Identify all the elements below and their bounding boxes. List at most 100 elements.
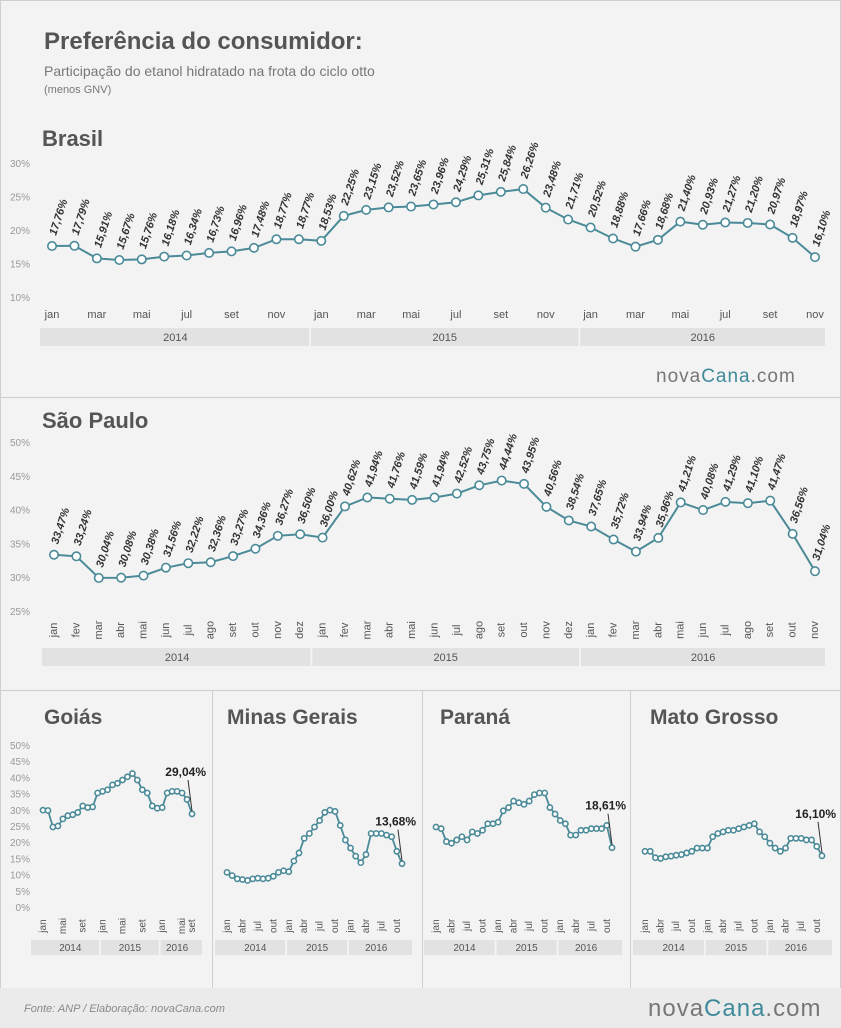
goias-ytick: 45% [10, 757, 30, 768]
brasil-xtick: nov [806, 309, 824, 321]
sao_paulo-point [250, 543, 261, 554]
brasil-data-label: 17,76% [47, 198, 70, 237]
parana-xtick: jan [493, 919, 504, 933]
parana-point [551, 810, 559, 818]
divider-sp-states [0, 690, 841, 691]
brasil-data-label: 24,29% [451, 154, 474, 194]
brasil-xtick: jan [313, 309, 329, 321]
sao_paulo-point [384, 493, 395, 504]
goias-point [133, 776, 141, 784]
mato_grosso-year-band [633, 940, 832, 955]
brasil-point [316, 235, 327, 246]
brasil-xtick: mar [87, 309, 106, 321]
parana-xtick: abr [447, 918, 458, 933]
sao_paulo-point [205, 557, 216, 568]
parana-year-label: 2015 [515, 943, 538, 954]
parana-callout-line [607, 813, 613, 845]
parana-year-label: 2014 [453, 943, 476, 954]
minas_gerais-year-label: 2016 [365, 943, 388, 954]
goias-point [74, 809, 82, 816]
brasil-point [742, 217, 753, 228]
brasil-data-label: 18,53% [317, 192, 340, 231]
sao_paulo-point [138, 570, 149, 581]
brasil-data-label: 15,67% [115, 212, 138, 251]
brasil-year-label: 2014 [163, 332, 187, 344]
minas_gerais-point [347, 844, 354, 852]
goias-last-label: 29,04% [165, 765, 206, 779]
brasil-xtick: nov [268, 309, 286, 321]
brasil-xtick: jul [180, 309, 192, 321]
goias-xtick: jan [38, 919, 49, 933]
sao_paulo-xtick: fev [70, 622, 82, 637]
sao_paulo-data-label: 33,27% [228, 508, 251, 547]
mato_grosso-point [771, 844, 779, 852]
parana-xtick: jul [462, 921, 473, 932]
mato_grosso-point [808, 836, 815, 844]
brasil-point [450, 197, 461, 208]
mato_grosso-xtick: jul [671, 921, 682, 932]
sao_paulo-point [116, 572, 127, 583]
brasil-data-label: 15,76% [137, 211, 160, 250]
brasil-point [226, 246, 237, 257]
sao_paulo-xtick: set [496, 623, 508, 638]
brasil-point [720, 217, 731, 228]
parana-point [598, 825, 606, 833]
brasil-data-label: 21,40% [675, 173, 698, 213]
sao_paulo-ytick: 50% [10, 438, 30, 449]
goias-xtick: jan [157, 919, 168, 933]
sao_paulo-xtick: out [518, 622, 530, 637]
brasil-point [406, 201, 417, 212]
divider-pr-mt [630, 690, 631, 988]
sao_paulo-point [48, 549, 59, 560]
parana-point [572, 831, 580, 839]
goias-ytick: 10% [10, 871, 30, 882]
goias-ytick: 20% [10, 838, 30, 849]
sao_paulo-point [451, 488, 462, 499]
goias-xtick: mai [177, 918, 188, 934]
mato_grosso-point [672, 851, 680, 859]
sao_paulo-data-label: 33,94% [631, 503, 654, 542]
mato_grosso-xtick: out [687, 919, 698, 933]
goias-ytick: 35% [10, 790, 30, 801]
sao_paulo-xtick: jul [182, 624, 194, 636]
minas_gerais-xtick: jul [376, 921, 387, 932]
sao_paulo-point [541, 501, 552, 512]
sao_paulo-data-label: 41,59% [407, 451, 430, 491]
mato_grosso-point [688, 847, 696, 855]
brasil-data-label: 15,91% [92, 210, 115, 249]
brasil-point [46, 241, 57, 252]
brasil-data-label: 21,20% [743, 174, 766, 214]
minas_gerais-point [223, 868, 231, 876]
brasil-xtick: set [493, 309, 508, 321]
brasil-point [473, 190, 484, 201]
goias-year-label: 2014 [59, 943, 82, 954]
minas_gerais-point [352, 852, 360, 860]
brasil-ytick: 20% [10, 226, 30, 237]
parana-xtick: jul [586, 921, 597, 932]
sao_paulo-point [496, 475, 507, 486]
sao_paulo-xtick: nov [272, 621, 284, 639]
brasil-xtick: jul [719, 309, 731, 321]
brasil-data-label: 18,77% [294, 191, 317, 230]
sao_paulo-xtick: abr [652, 622, 664, 638]
page-title: Preferência do consumidor: [44, 28, 363, 55]
parana-xtick: abr [571, 918, 582, 933]
brasil-data-label: 18,68% [653, 191, 676, 230]
goias-xtick: set [78, 919, 89, 933]
brasil-xtick: jan [582, 309, 598, 321]
sao_paulo-data-label: 31,56% [161, 519, 184, 558]
parana-point [458, 833, 466, 841]
sao_paulo-xtick: dez [294, 621, 306, 639]
mato_grosso-point [709, 833, 717, 841]
brasil-point [563, 214, 574, 225]
mato_grosso-xtick: out [812, 919, 823, 933]
goias-ytick: 40% [10, 773, 30, 784]
brasil-xtick: mar [626, 309, 645, 321]
sao_paulo-data-label: 43,75% [474, 437, 497, 477]
brasil-data-label: 17,66% [631, 198, 654, 237]
logo-top: novaCana.com [656, 366, 796, 387]
brasil-point [697, 219, 708, 230]
parana-point [437, 825, 445, 833]
brasil-data-label: 22,25% [339, 167, 362, 207]
brasil-data-label: 18,77% [272, 191, 295, 230]
